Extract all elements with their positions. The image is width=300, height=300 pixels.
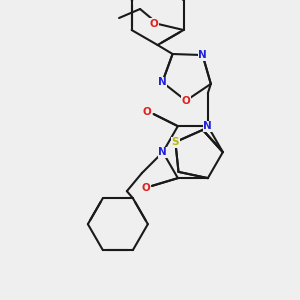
Text: N: N	[158, 77, 167, 87]
Text: N: N	[203, 121, 212, 131]
Text: O: O	[143, 107, 152, 117]
Text: N: N	[198, 50, 207, 60]
Text: O: O	[182, 96, 190, 106]
Text: N: N	[158, 147, 167, 157]
Text: O: O	[149, 19, 158, 29]
Text: O: O	[141, 183, 150, 193]
Text: S: S	[172, 137, 179, 147]
